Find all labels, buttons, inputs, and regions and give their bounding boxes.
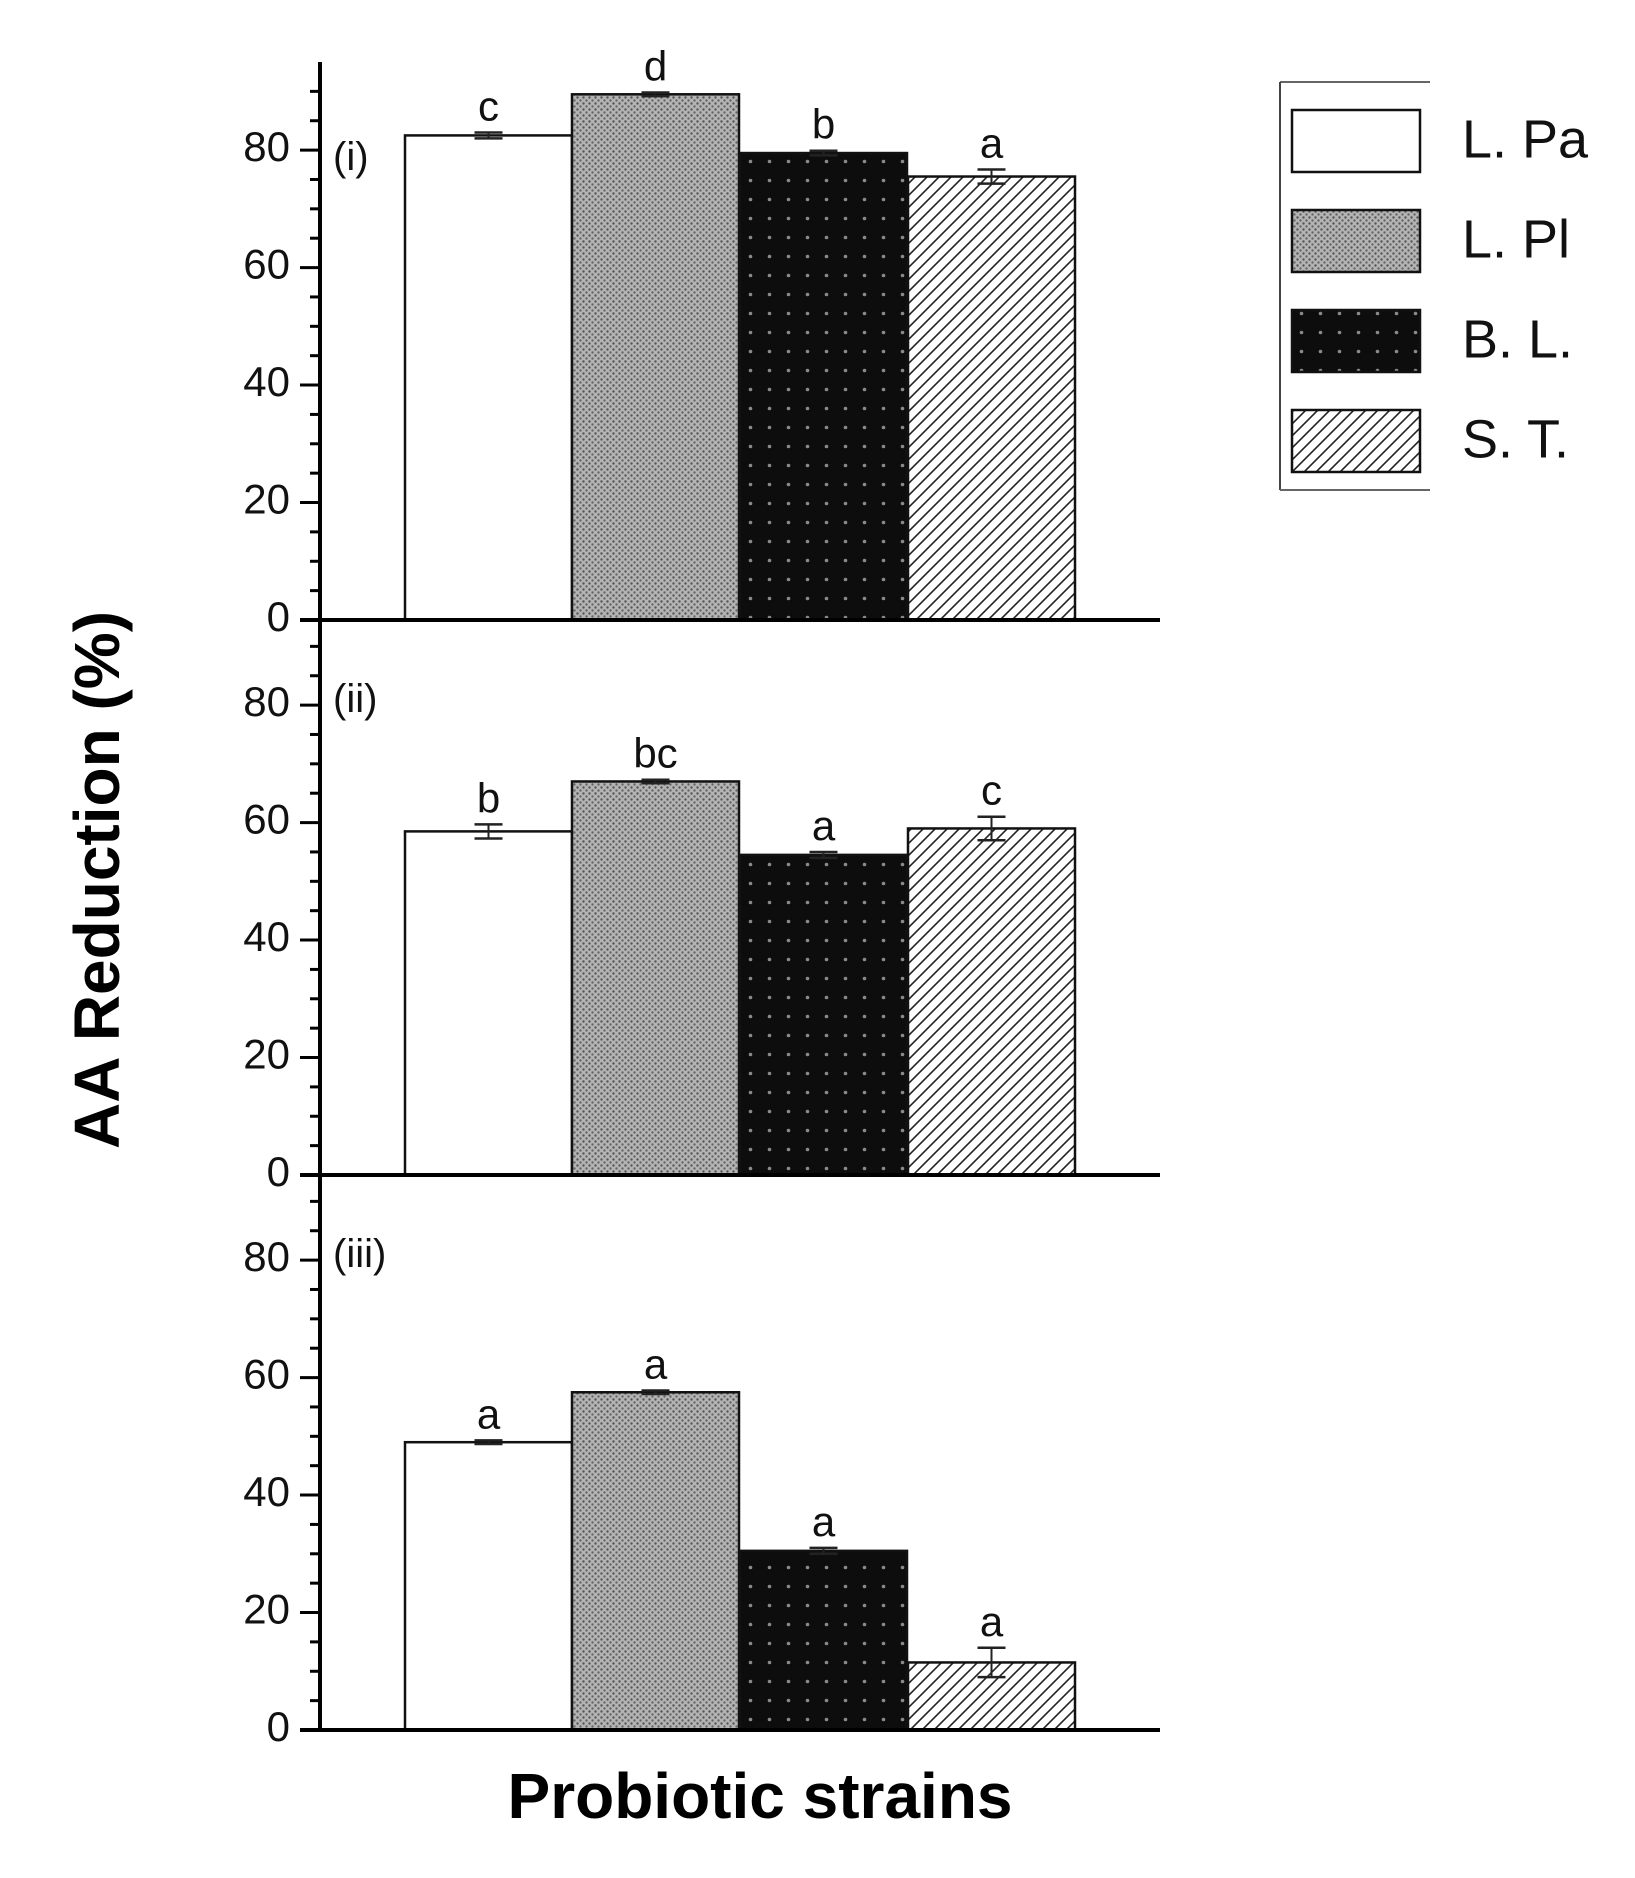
y-tick-label: 20 bbox=[243, 476, 290, 523]
bar-st bbox=[906, 175, 1077, 622]
significance-letter: a bbox=[980, 1598, 1004, 1645]
y-tick-label: 60 bbox=[243, 796, 290, 843]
legend-swatch-1 bbox=[1290, 108, 1422, 174]
y-tick-label: 80 bbox=[243, 123, 290, 170]
legend-label-3: B. L. bbox=[1462, 309, 1573, 369]
y-tick-label: 20 bbox=[243, 1031, 290, 1078]
significance-letter: b bbox=[812, 101, 835, 148]
panel-1: 0 20 40 60 80 c d b a (i) bbox=[243, 43, 1160, 640]
y-tick-label: 80 bbox=[243, 1233, 290, 1280]
panels-layer: 0 20 40 60 80 c d b a (i) 0 20 40 60 80 b bc a c (ii) 0 20 40 6… bbox=[243, 43, 1160, 1750]
bar-lpl bbox=[570, 93, 741, 622]
significance-letter: a bbox=[477, 1390, 501, 1437]
y-tick-label: 40 bbox=[243, 913, 290, 960]
significance-letter: a bbox=[644, 1341, 668, 1388]
panel-label: (ii) bbox=[333, 677, 377, 721]
y-tick-label: 40 bbox=[243, 1468, 290, 1515]
legend-swatch-3 bbox=[1290, 308, 1422, 374]
significance-letter: a bbox=[980, 119, 1004, 166]
panel-label: (iii) bbox=[333, 1232, 386, 1276]
bar-lpa bbox=[403, 830, 574, 1177]
bar-lpa bbox=[403, 134, 574, 622]
significance-letter: bc bbox=[633, 730, 677, 777]
y-tick-label: 40 bbox=[243, 358, 290, 405]
legend-label-4: S. T. bbox=[1462, 409, 1569, 469]
legend-swatch-4 bbox=[1290, 408, 1422, 474]
significance-letter: a bbox=[812, 1498, 836, 1545]
legend: L. Pa L. Pl B. L. S. T. bbox=[1279, 81, 1589, 491]
panel-2: 0 20 40 60 80 b bc a c (ii) bbox=[243, 617, 1160, 1195]
significance-letter: d bbox=[644, 43, 667, 90]
y-tick-label: 60 bbox=[243, 241, 290, 288]
y-tick-label: 80 bbox=[243, 678, 290, 725]
bar-lpl bbox=[570, 1391, 741, 1732]
significance-letter: b bbox=[477, 774, 500, 821]
significance-letter: a bbox=[812, 802, 836, 849]
y-tick-label: 0 bbox=[267, 593, 290, 640]
y-tick-label: 0 bbox=[267, 1703, 290, 1750]
y-tick-label: 60 bbox=[243, 1351, 290, 1398]
panel-3: 0 20 40 60 80 a a a a (iii) bbox=[243, 1172, 1160, 1750]
significance-letter: c bbox=[478, 82, 499, 129]
bar-st bbox=[906, 827, 1077, 1177]
bar-bl bbox=[738, 1549, 909, 1732]
bar-lpa bbox=[403, 1440, 574, 1732]
bar-lpl bbox=[570, 780, 741, 1177]
panel-label: (i) bbox=[333, 135, 369, 179]
legend-label-2: L. Pl bbox=[1462, 209, 1570, 269]
legend-swatch-2 bbox=[1290, 208, 1422, 274]
bar-bl bbox=[738, 151, 909, 622]
bar-bl bbox=[738, 853, 909, 1177]
y-tick-label: 20 bbox=[243, 1586, 290, 1633]
y-tick-label: 0 bbox=[267, 1148, 290, 1195]
significance-letter: c bbox=[981, 767, 1002, 814]
legend-label-1: L. Pa bbox=[1462, 109, 1589, 169]
x-axis-title: Probiotic strains bbox=[508, 1760, 1013, 1832]
y-axis-title: AA Reduction (%) bbox=[61, 611, 133, 1149]
